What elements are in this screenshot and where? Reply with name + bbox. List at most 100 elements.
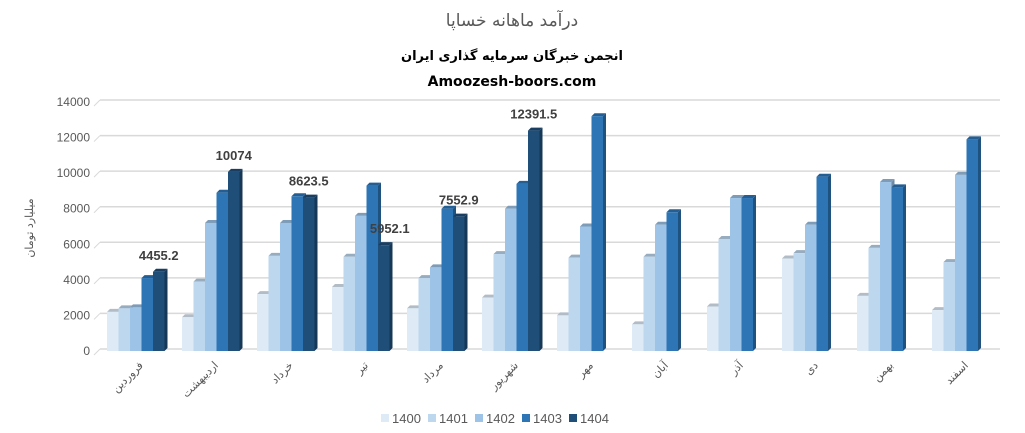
legend-swatch xyxy=(569,414,577,422)
y-tick-label: 2000 xyxy=(63,308,90,322)
legend-label: 1404 xyxy=(580,411,609,426)
bar-1402 xyxy=(130,307,142,351)
bar-1403 xyxy=(141,278,153,351)
bar-side xyxy=(464,213,468,351)
gridline-depth xyxy=(93,313,101,320)
bar-top xyxy=(118,305,133,309)
data-label: 10074 xyxy=(216,148,253,163)
bar-top xyxy=(257,291,272,295)
bar-1401 xyxy=(493,254,505,351)
bar-top xyxy=(643,253,658,257)
chart-title: درآمد ماهانه خساپا xyxy=(446,9,578,31)
x-tick-label: تیر xyxy=(352,359,371,378)
bar-1401 xyxy=(418,278,430,351)
bar-1404 xyxy=(303,197,315,351)
legend-label: 1400 xyxy=(392,411,421,426)
bar-1404 xyxy=(453,216,465,351)
bar-1400 xyxy=(407,308,419,351)
bar-1401 xyxy=(793,253,805,351)
bar-1400 xyxy=(482,297,494,351)
bar-top xyxy=(430,264,445,268)
bar-1400 xyxy=(707,306,719,351)
bar-top xyxy=(366,182,381,186)
bar-top xyxy=(557,312,572,316)
bar-1402 xyxy=(955,174,967,351)
bar-1402 xyxy=(730,198,742,351)
bar-side xyxy=(389,242,393,351)
data-label: 4455.2 xyxy=(139,248,179,263)
bar-top xyxy=(205,219,220,223)
bar-1401 xyxy=(643,256,655,351)
gridline-depth xyxy=(93,277,101,285)
bar-1401 xyxy=(193,281,205,351)
bar-top xyxy=(730,195,745,199)
bar-top xyxy=(816,173,831,177)
legend-swatch xyxy=(522,414,530,422)
bar-1403 xyxy=(591,116,603,351)
x-tick-label: مرداد xyxy=(419,359,446,386)
bar-top xyxy=(591,113,606,117)
bar-1402 xyxy=(205,222,217,351)
bar-top xyxy=(580,223,595,227)
bar-top xyxy=(303,194,318,198)
bar-top xyxy=(418,275,433,279)
bar-1401 xyxy=(568,257,580,351)
x-tick-label: بهمن xyxy=(871,359,896,384)
bar-top xyxy=(966,136,981,140)
bar-1401 xyxy=(118,308,130,351)
bar-top xyxy=(707,303,722,307)
bar-side xyxy=(828,173,831,351)
chart-source: Amoozesh-boors.com xyxy=(428,74,597,90)
bar-1403 xyxy=(366,185,378,351)
bar-1403 xyxy=(966,139,978,351)
y-tick-label: 4000 xyxy=(63,273,90,287)
gridline-depth xyxy=(93,206,101,214)
x-tick-label: آبان xyxy=(649,358,672,381)
chart-subtitle: انجمن خبرگان سرمایه گذاری ایران xyxy=(401,48,623,64)
data-label: 5952.1 xyxy=(370,221,410,236)
bar-side xyxy=(539,127,543,351)
gridline-depth xyxy=(93,241,101,249)
bar-1403 xyxy=(816,176,828,351)
x-tick-label: فروردین xyxy=(110,359,146,395)
bar-top xyxy=(857,292,872,296)
gridline-depth xyxy=(93,135,101,142)
bar-1400 xyxy=(182,317,194,351)
bar-1404 xyxy=(378,245,390,351)
bar-top xyxy=(793,250,808,254)
legend-label: 1402 xyxy=(486,411,515,426)
bar-top xyxy=(107,308,122,312)
legend-swatch xyxy=(381,414,389,422)
bar-top xyxy=(453,213,468,217)
bar-1401 xyxy=(268,255,280,351)
bar-top xyxy=(482,294,497,298)
bar-top xyxy=(407,305,422,309)
bar-top xyxy=(505,205,520,209)
bar-1404 xyxy=(528,130,540,351)
bar-top xyxy=(268,252,283,256)
bar-1402 xyxy=(280,222,292,351)
bar-1402 xyxy=(430,267,442,351)
x-tick-label: دی xyxy=(802,359,821,378)
bar-1402 xyxy=(880,182,892,351)
x-tick-label: شهریور xyxy=(487,359,521,393)
bar-top xyxy=(291,193,306,197)
y-tick-label: 8000 xyxy=(63,202,90,216)
bar-1404 xyxy=(228,171,240,351)
x-tick-label: مهر xyxy=(574,359,596,381)
bar-top xyxy=(955,171,970,175)
y-tick-label: 10000 xyxy=(57,166,91,180)
bar-1400 xyxy=(932,310,944,351)
bar-side xyxy=(753,195,756,351)
bar-1401 xyxy=(343,256,355,351)
bar-1403 xyxy=(741,198,753,351)
bar-top xyxy=(182,314,197,318)
x-tick-label: آذر xyxy=(726,358,747,379)
bar-top xyxy=(355,212,370,216)
bar-top xyxy=(782,255,797,259)
x-tick-label: اسفند xyxy=(943,359,971,387)
bar-1403 xyxy=(666,212,678,351)
bar-side xyxy=(314,194,318,351)
bar-1401 xyxy=(943,262,955,351)
